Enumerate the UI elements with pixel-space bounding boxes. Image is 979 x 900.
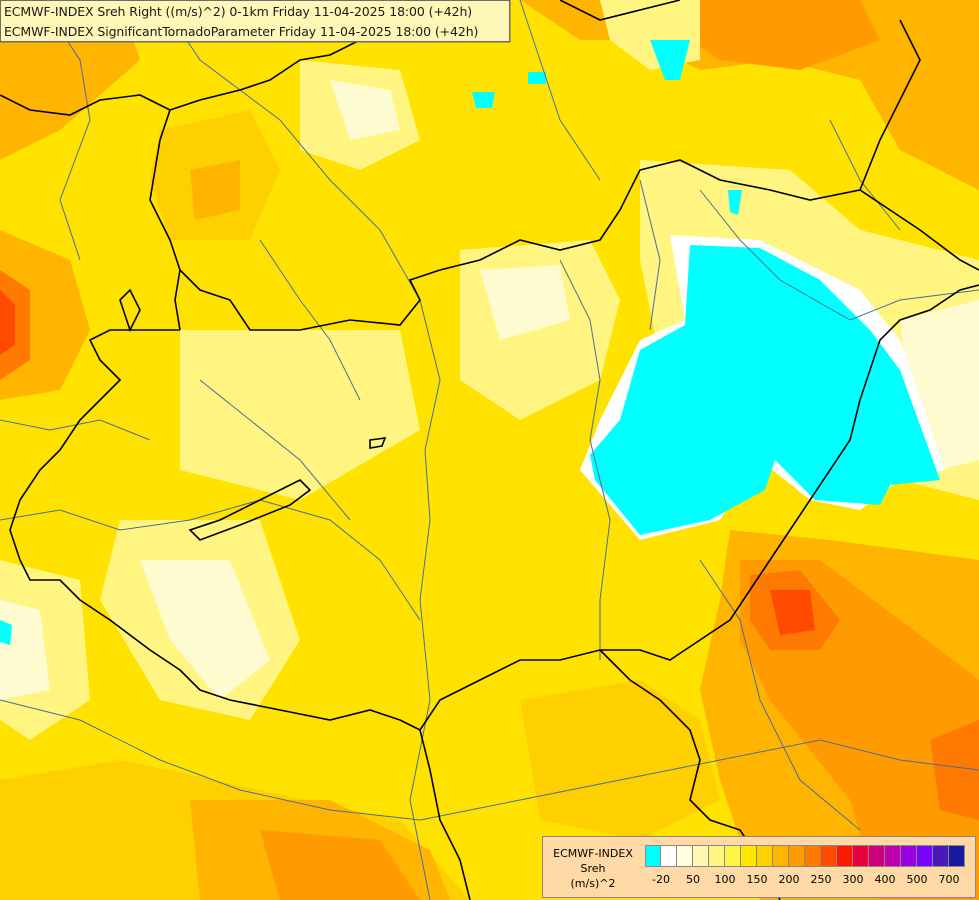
legend-swatch: [709, 845, 725, 867]
legend-tick-label: 500: [906, 873, 928, 886]
legend-swatch: [917, 845, 933, 867]
map-title-stp: ECMWF-INDEX SignificantTornadoParameter …: [4, 24, 479, 39]
legend-swatch: [677, 845, 693, 867]
legend-tick-label: 100: [714, 873, 736, 886]
legend-swatch: [645, 845, 661, 867]
legend-swatch: [741, 845, 757, 867]
legend-swatch: [853, 845, 869, 867]
legend-swatch: [773, 845, 789, 867]
legend-unit: (m/s)^2: [570, 877, 616, 890]
legend-variable: Sreh: [580, 862, 606, 875]
legend-swatch: [901, 845, 917, 867]
legend-swatch: [757, 845, 773, 867]
legend-tick-label: 50: [686, 873, 700, 886]
legend-tick-label: -20: [652, 873, 670, 886]
legend-swatch: [789, 845, 805, 867]
legend-ticks: -20 50 100 150 200 250 300 400 500 700: [543, 873, 977, 889]
sreh-negative-spot: [472, 92, 495, 108]
legend-title: ECMWF-INDEX: [553, 847, 633, 860]
legend-swatch: [933, 845, 949, 867]
legend-swatch: [869, 845, 885, 867]
legend-swatch: [725, 845, 741, 867]
legend-tick-label: 150: [746, 873, 768, 886]
legend-tick-label: 400: [874, 873, 896, 886]
legend-tick-label: 200: [778, 873, 800, 886]
sreh-negative-spot: [0, 620, 12, 645]
map-title-box: ECMWF-INDEX Sreh Right ((m/s)^2) 0-1km F…: [0, 0, 510, 42]
legend-swatch: [837, 845, 853, 867]
legend-swatch: [661, 845, 677, 867]
legend-swatches: [645, 845, 965, 867]
sreh-negative-spot: [650, 40, 690, 80]
legend-swatch: [805, 845, 821, 867]
legend-swatch: [885, 845, 901, 867]
legend-tick-label: 300: [842, 873, 864, 886]
legend-tick-label: 700: [938, 873, 960, 886]
legend-swatch: [693, 845, 709, 867]
sreh-negative-zone: [590, 245, 940, 535]
legend-swatch: [821, 845, 837, 867]
color-legend: ECMWF-INDEX Sreh (m/s)^2 -20 50 100 150 200 2…: [542, 836, 976, 898]
sreh-negative-spot: [728, 190, 742, 215]
map-title-sreh: ECMWF-INDEX Sreh Right ((m/s)^2) 0-1km F…: [4, 4, 473, 19]
sreh-negative-spot: [528, 72, 546, 84]
legend-swatch: [949, 845, 965, 867]
legend-tick-label: 250: [810, 873, 832, 886]
